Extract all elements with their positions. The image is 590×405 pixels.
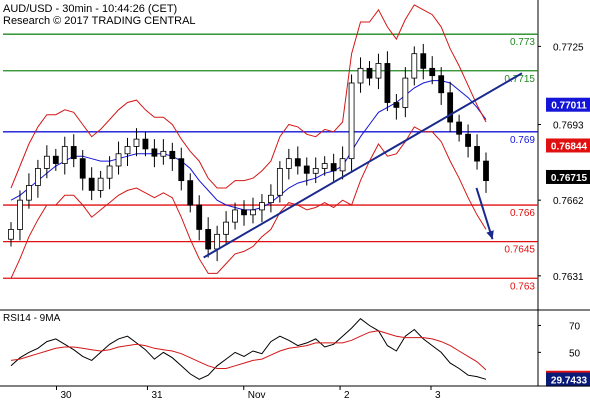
- x-axis: 30 31 Nov 2 3: [0, 385, 590, 401]
- candlestick: [330, 153, 337, 182]
- rsi-panel-title: RSI14 - 9MA: [3, 313, 61, 324]
- candlestick: [169, 142, 176, 171]
- candlestick: [339, 146, 346, 180]
- level-label: 0.766: [510, 208, 535, 219]
- candlestick: [429, 56, 436, 85]
- rsi-y-tick-label: 50: [569, 348, 581, 359]
- level-label: 0.7715: [504, 74, 535, 85]
- level-label: 0.773: [510, 37, 535, 48]
- candlestick: [456, 114, 463, 142]
- candlestick: [26, 173, 32, 209]
- candlestick: [88, 167, 95, 201]
- y-tick-label: 0.7631: [553, 272, 584, 283]
- candlestick: [232, 202, 238, 230]
- bollinger-upper-line: [10, 4, 487, 189]
- candlestick: [187, 173, 194, 213]
- candlestick: [393, 93, 400, 120]
- candlestick: [384, 51, 391, 112]
- candlestick: [79, 150, 86, 191]
- chart-title: AUD/USD - 30min - 10:44:26 (CET): [3, 3, 177, 15]
- level-label: 0.763: [510, 281, 535, 292]
- y-tick-label: 0.7662: [553, 196, 584, 207]
- candlestick: [178, 147, 185, 191]
- candlestick: [420, 43, 427, 80]
- x-tick-label: 2: [344, 390, 350, 400]
- candlestick: [133, 128, 140, 157]
- candlestick: [411, 46, 418, 86]
- candlestick: [124, 137, 131, 166]
- level-label: 0.7645: [504, 245, 535, 256]
- rsi-badge: 29.7433: [546, 372, 590, 387]
- candlestick: [285, 148, 292, 180]
- candlestick: [465, 124, 471, 158]
- projection-arrow: [475, 187, 494, 240]
- candlestick: [357, 57, 364, 93]
- rsi-panel: 705031.139229.7433: [10, 318, 590, 387]
- candlestick: [348, 74, 355, 171]
- y-tick-label: 0.7693: [553, 120, 584, 131]
- price-badge: 0.76715: [546, 169, 590, 184]
- rsi-ma-line: [10, 330, 487, 371]
- price-badge: 0.77011: [546, 97, 590, 112]
- candlestick: [483, 152, 489, 193]
- candlestick: [321, 156, 328, 176]
- price-panel: 0.773 0.7715 0.769 0.766 0.7645 0.763 0.7725 0.…: [0, 0, 590, 386]
- candlestick: [8, 222, 14, 247]
- rsi-line: [10, 318, 487, 380]
- projection-arrow-head: [486, 230, 494, 240]
- candlestick: [52, 148, 59, 171]
- candlestick: [250, 197, 256, 224]
- candlestick: [43, 145, 50, 179]
- candlestick: [151, 139, 158, 168]
- rsi-y-tick-label: 70: [569, 321, 581, 332]
- candlestick: [70, 134, 77, 168]
- candlestick: [223, 211, 229, 245]
- x-tick-label: 3: [435, 390, 441, 400]
- x-tick-label: 30: [61, 390, 73, 400]
- candlestick: [312, 157, 319, 184]
- candlestick: [196, 195, 203, 241]
- candlestick: [34, 159, 41, 198]
- chart-source: Research © 2017 TRADING CENTRAL: [3, 15, 196, 27]
- candlestick: [447, 81, 454, 132]
- candlestick: [61, 136, 68, 175]
- candlestick: [402, 67, 409, 118]
- candlestick: [366, 61, 373, 86]
- svg-text:0.76844: 0.76844: [551, 141, 588, 152]
- candlestick: [268, 184, 274, 213]
- candlestick: [115, 141, 122, 175]
- candlestick: [276, 161, 283, 203]
- candlestick: [205, 217, 212, 258]
- candlestick: [438, 67, 445, 105]
- candlestick: [17, 190, 23, 241]
- svg-text:0.77011: 0.77011: [551, 101, 587, 112]
- svg-text:29.7433: 29.7433: [551, 376, 588, 387]
- candlestick: [294, 146, 301, 175]
- candlestick: [375, 53, 382, 90]
- x-tick-label: 31: [151, 390, 163, 400]
- candlestick: [241, 200, 247, 226]
- svg-text:0.76715: 0.76715: [551, 173, 588, 184]
- candlestick: [97, 170, 104, 198]
- x-tick-label: Nov: [248, 390, 266, 400]
- candlestick: [106, 156, 113, 190]
- candlestick: [474, 134, 480, 170]
- support-trendline: [203, 72, 523, 259]
- candlestick: [259, 194, 265, 223]
- candlestick: [303, 157, 310, 186]
- y-tick-label: 0.7725: [553, 42, 584, 53]
- candlestick: [160, 139, 167, 165]
- price-badge: 0.76844: [546, 138, 590, 153]
- candlestick: [142, 131, 149, 157]
- level-label: 0.769: [510, 135, 535, 146]
